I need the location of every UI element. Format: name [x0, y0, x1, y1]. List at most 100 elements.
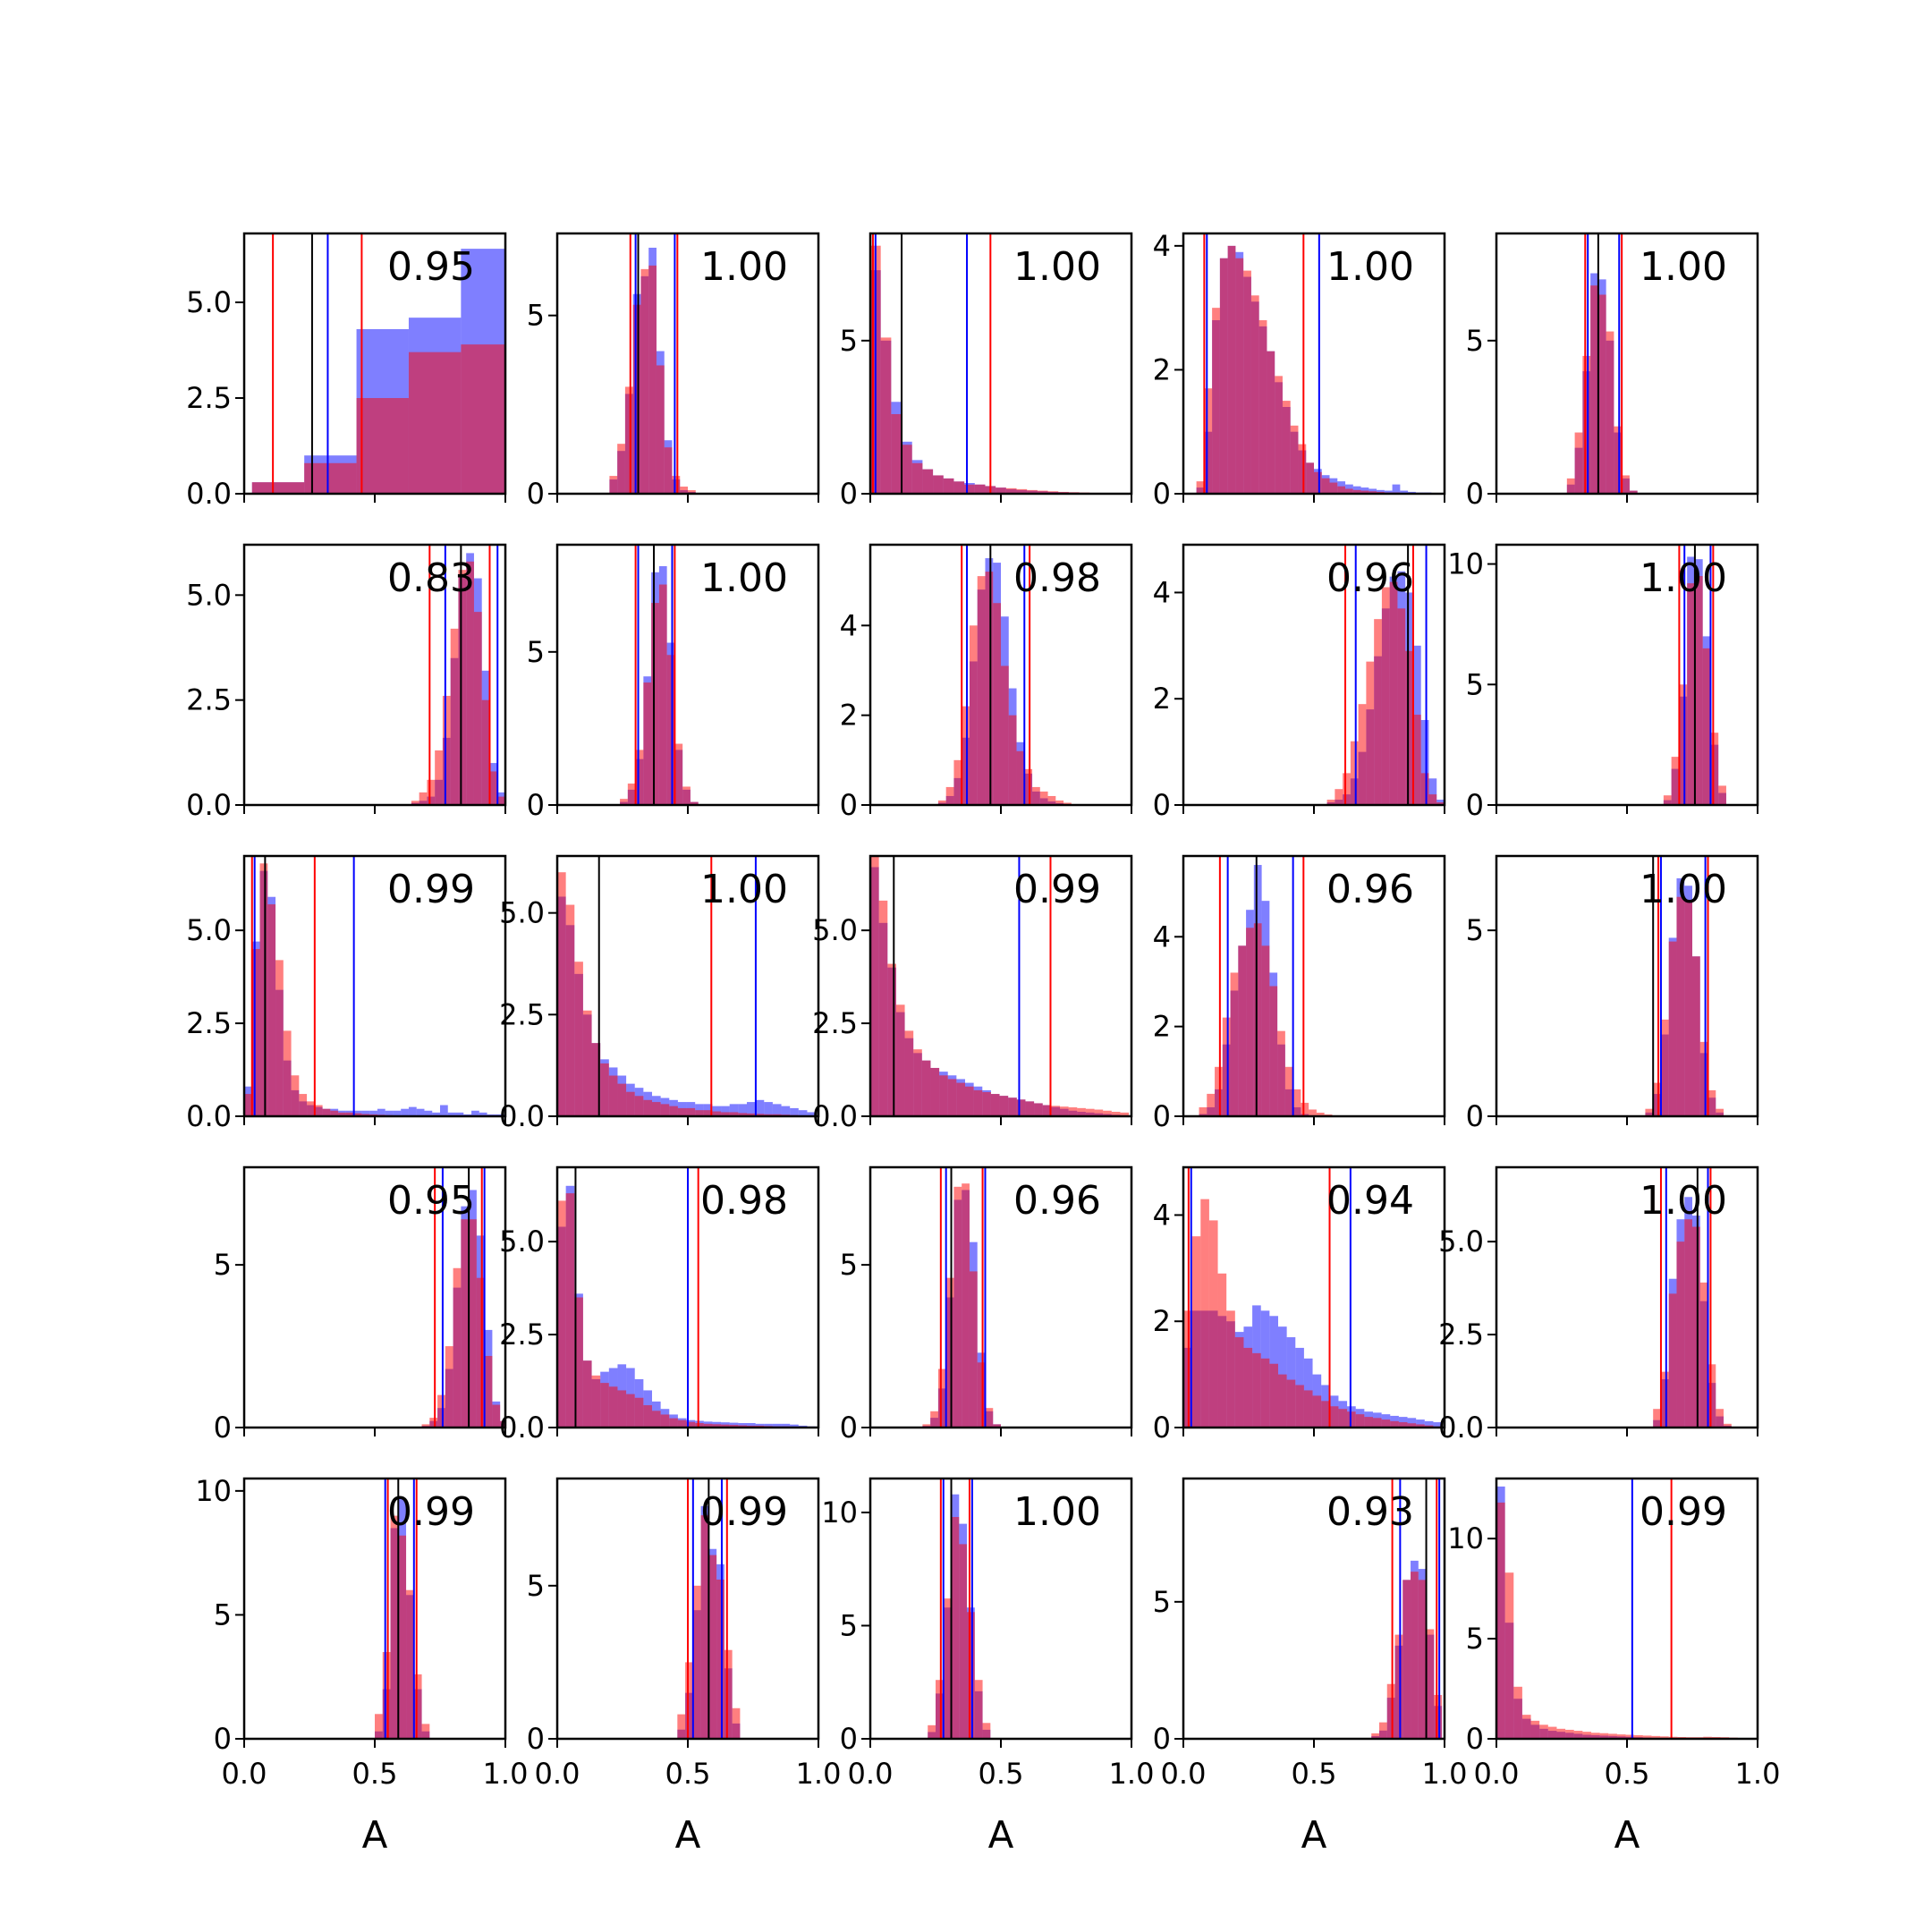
panel-11-corner-label: 1.00 — [700, 867, 788, 912]
panel-24-red-bar — [1616, 1734, 1626, 1739]
panel-0-red-bar — [251, 482, 305, 494]
panel-22-red-bar — [974, 1680, 983, 1739]
panel-7-red-bar — [1047, 795, 1056, 805]
panel-1-red-bar — [609, 476, 618, 494]
panel-17-red-bar — [937, 1368, 946, 1428]
panel-8-corner-label: 0.96 — [1326, 555, 1414, 601]
panel-0-ytick-label: 2.5 — [186, 381, 232, 415]
panel-23-ytick-label: 5 — [1153, 1585, 1171, 1619]
panel-12-red-bar — [895, 1004, 905, 1116]
panel-20-red-bar — [413, 1674, 422, 1739]
panel-2-red-bar — [953, 481, 965, 494]
panel-11-blue-bar — [790, 1107, 799, 1116]
panel-16-red-bar — [591, 1375, 601, 1428]
panel-3-red-bar — [1196, 481, 1205, 494]
panel-10-red-bar — [330, 1110, 339, 1116]
panel-20-red-bar — [382, 1652, 391, 1739]
panel-13-red-bar — [1222, 1017, 1231, 1116]
panel-5-red-bar — [473, 612, 482, 805]
panel-3-red-bar — [1219, 258, 1228, 494]
panel-18-red-bar — [1381, 1419, 1391, 1428]
panel-8-red-bar — [1366, 661, 1375, 805]
panel-18-ytick-label: 4 — [1153, 1198, 1171, 1232]
panel-16-blue-bar — [755, 1423, 765, 1428]
panel-4-red-bar — [1590, 285, 1598, 494]
panel-12-red-bar — [887, 963, 896, 1116]
panel-15-ytick-label: 5 — [214, 1248, 232, 1282]
panel-4-red-bar — [1622, 475, 1630, 494]
panel-0-red-bar — [461, 344, 505, 494]
panel-12-red-bar — [990, 1094, 1000, 1116]
panel-7-red-bar — [1001, 665, 1009, 805]
panel-5-red-bar — [411, 801, 419, 805]
panel-18-blue-bar — [1424, 1420, 1434, 1428]
panel-16-blue-bar — [738, 1423, 747, 1428]
panel-23-corner-label: 0.93 — [1326, 1489, 1414, 1535]
panel-23-red-bar — [1426, 1629, 1435, 1739]
panel-14-corner-label: 1.00 — [1640, 867, 1727, 912]
panel-1-red-bar — [656, 365, 665, 494]
panel-3-red-bar — [1212, 308, 1220, 494]
panel-7-red-bar — [1008, 715, 1017, 805]
panel-6-red-bar — [635, 750, 644, 805]
panel-10-red-bar — [291, 1075, 300, 1116]
panel-22-xtick-label: 1.0 — [1109, 1757, 1155, 1791]
panel-23-red-bar — [1434, 1694, 1443, 1739]
panel-11-red-bar — [574, 962, 583, 1116]
panel-23-xlabel: A — [1301, 1813, 1327, 1857]
panel-12-red-bar — [904, 1030, 914, 1116]
panel-4-red-bar — [1582, 355, 1591, 494]
panel-3-red-bar — [1290, 425, 1299, 494]
panel-17-red-bar — [945, 1277, 954, 1428]
panel-7-ytick-label: 0 — [840, 788, 858, 822]
panel-16-red-bar — [643, 1405, 652, 1428]
panel-15-red-bar — [461, 1219, 470, 1428]
panel-16-corner-label: 0.98 — [700, 1178, 788, 1224]
panel-2-red-bar — [964, 484, 975, 494]
panel-19-ytick-label: 2.5 — [1438, 1318, 1484, 1352]
panel-6-ytick-label: 5 — [527, 635, 545, 669]
panel-6-red-bar — [643, 682, 652, 805]
panel-9-ytick-label: 0 — [1466, 788, 1484, 822]
panel-3-blue-bar — [1392, 484, 1401, 494]
panel-21-red-bar — [685, 1662, 693, 1739]
panel-11-blue-bar — [781, 1106, 791, 1116]
panel-12-red-bar — [1008, 1097, 1017, 1116]
panel-18-red-bar — [1217, 1273, 1227, 1428]
panel-24-red-bar — [1634, 1734, 1643, 1739]
panel-8-red-bar — [1436, 802, 1445, 805]
panel-5-red-bar — [458, 570, 467, 805]
panel-18-red-bar — [1372, 1418, 1382, 1428]
panel-11-red-bar — [608, 1075, 618, 1116]
panel-1-red-bar — [640, 268, 649, 494]
panel-18-red-bar — [1338, 1409, 1348, 1428]
panel-11-red-bar — [660, 1104, 670, 1116]
panel-23-red-bar — [1371, 1733, 1379, 1739]
panel-12-red-bar — [1103, 1110, 1112, 1116]
panel-10-blue-bar — [361, 1110, 370, 1116]
panel-4-corner-label: 1.00 — [1640, 244, 1727, 290]
panel-23-red-bar — [1386, 1683, 1395, 1739]
panel-19-red-bar — [1668, 1293, 1677, 1428]
panel-22-xtick-label: 0.5 — [979, 1757, 1024, 1791]
panel-7-red-bar — [953, 759, 962, 805]
panel-3-red-bar — [1267, 351, 1275, 494]
panel-13-red-bar — [1316, 1112, 1325, 1116]
panel-19-corner-label: 1.00 — [1640, 1178, 1727, 1224]
panel-12-ytick-label: 2.5 — [812, 1006, 858, 1040]
panel-11-blue-bar — [738, 1104, 747, 1116]
panel-16-red-bar — [695, 1423, 704, 1428]
panel-18-red-bar — [1398, 1422, 1408, 1428]
panel-22-red-bar — [943, 1598, 952, 1739]
panel-8-red-bar — [1428, 794, 1437, 805]
panel-0-ytick-label: 5.0 — [186, 285, 232, 319]
panel-21-ytick-label: 5 — [527, 1569, 545, 1603]
panel-4-red-bar — [1629, 490, 1638, 494]
panel-18-red-bar — [1416, 1424, 1425, 1428]
panel-22-ytick-label: 0 — [840, 1722, 858, 1756]
panel-19-red-bar — [1684, 1219, 1692, 1428]
panel-3-red-bar — [1243, 270, 1251, 494]
panel-13-red-bar — [1238, 945, 1247, 1116]
panel-21-xlabel: A — [675, 1813, 701, 1857]
panel-11-red-bar — [669, 1106, 678, 1116]
